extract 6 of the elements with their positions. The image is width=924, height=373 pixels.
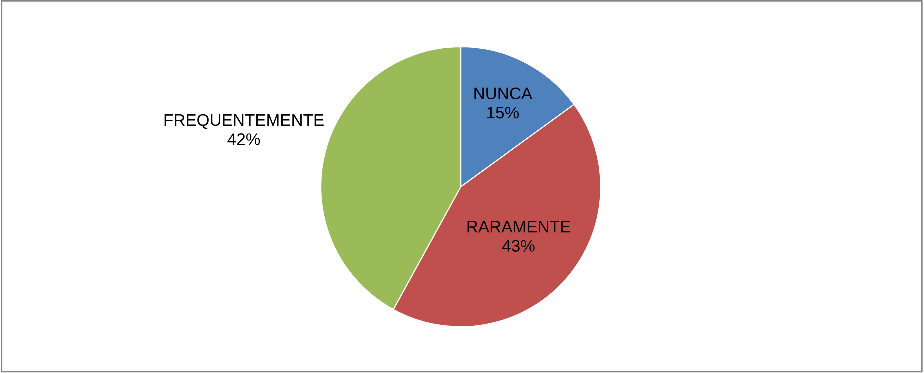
data-label: 15% bbox=[488, 106, 520, 119]
data-label: 43% bbox=[502, 240, 535, 252]
slice-label: RARAMENTE bbox=[468, 221, 570, 233]
slice-label: FREQUENTEMENTE bbox=[164, 114, 324, 130]
slice-label: NUNCA bbox=[474, 88, 533, 100]
data-label: 42% bbox=[228, 134, 260, 146]
